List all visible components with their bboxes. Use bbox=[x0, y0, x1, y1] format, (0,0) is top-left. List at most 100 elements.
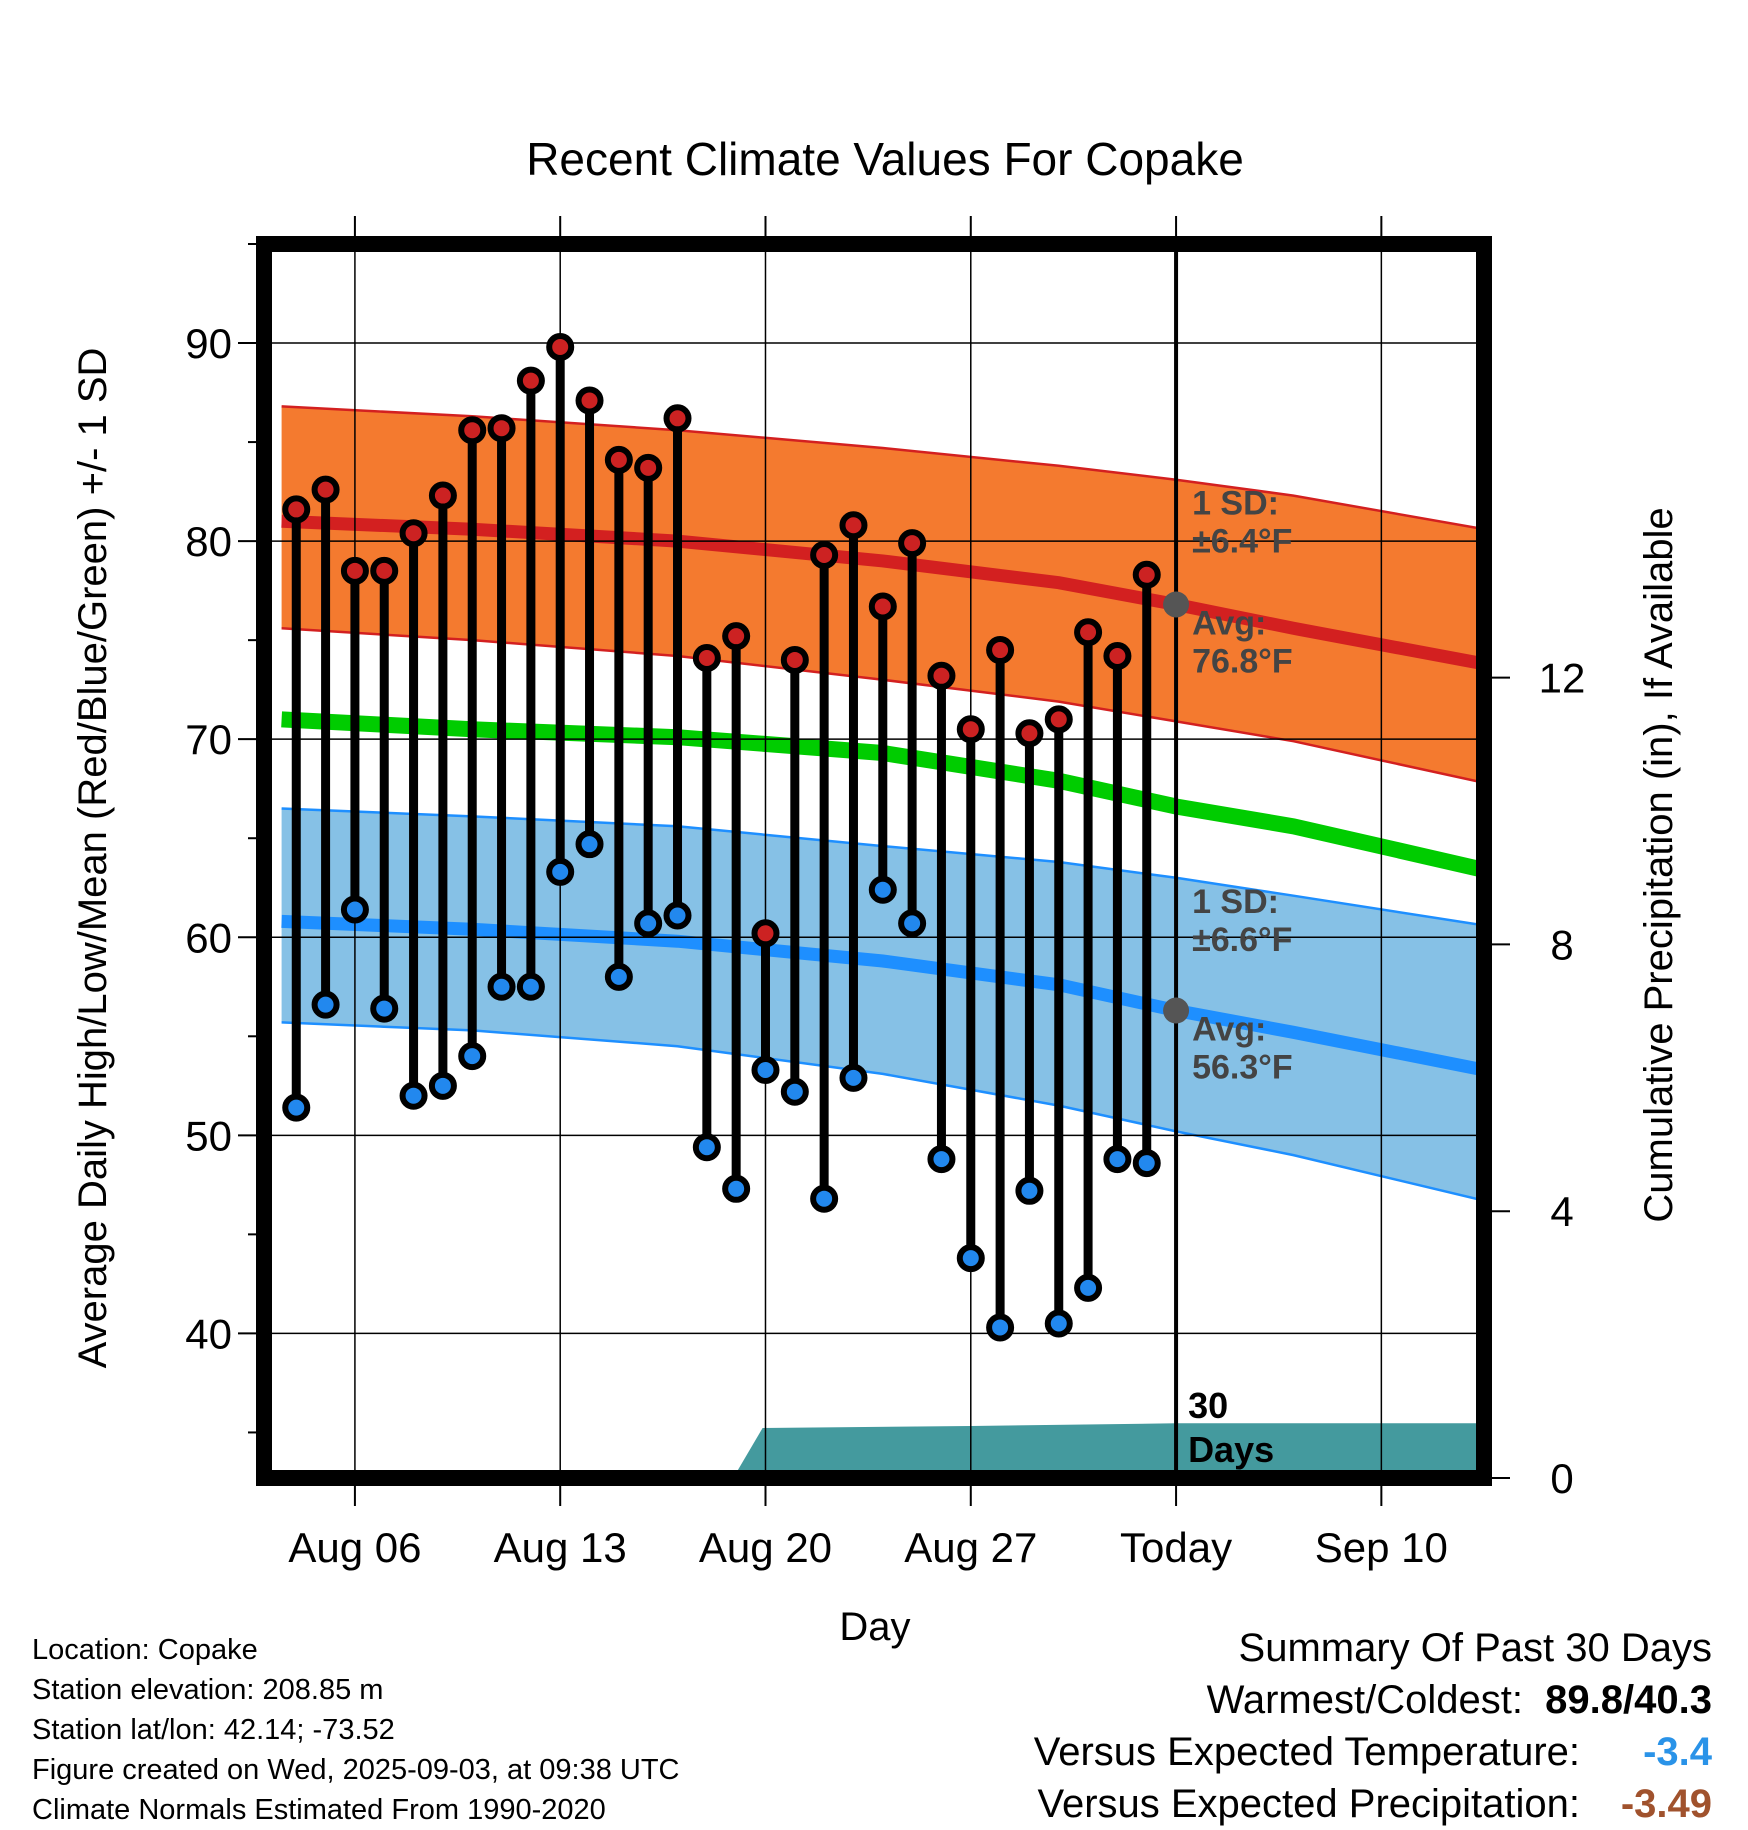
high-temp-point bbox=[634, 453, 663, 482]
low-sd-annotation: 1 SD: ±6.6°F bbox=[1192, 883, 1292, 959]
high-temp-point bbox=[282, 495, 311, 524]
y-tick-label: 50 bbox=[185, 1112, 232, 1159]
high-temp-point bbox=[340, 556, 369, 585]
normals-text: Climate Normals Estimated From 1990-2020 bbox=[32, 1794, 606, 1826]
high-temp-point bbox=[810, 540, 839, 569]
high-temp-point bbox=[956, 715, 985, 744]
low-temp-point bbox=[663, 901, 692, 930]
low-temp-point bbox=[956, 1244, 985, 1273]
low-temp-point bbox=[458, 1042, 487, 1071]
high-temp-point bbox=[604, 445, 633, 474]
axes: Aug 06 Aug 13 Aug 20 Aug 27 Today Sep 1040506… bbox=[185, 216, 1585, 1571]
summary-panel: Summary Of Past 30 Days Warmest/Coldest:… bbox=[1034, 1622, 1712, 1830]
low-temp-point bbox=[370, 994, 399, 1023]
high-temp-point bbox=[927, 661, 956, 690]
low-temp-point bbox=[516, 972, 545, 1001]
low-temp-point bbox=[1044, 1309, 1073, 1338]
low-temp-point bbox=[575, 830, 604, 859]
y2-tick-label: 8 bbox=[1550, 921, 1573, 968]
low-temp-point bbox=[780, 1077, 809, 1106]
low-temp-point bbox=[282, 1093, 311, 1122]
low-sd-band bbox=[281, 808, 1484, 1201]
low-temp-point bbox=[722, 1174, 751, 1203]
high-temp-point bbox=[1132, 560, 1161, 589]
high-sd-annotation: 1 SD: ±6.4°F bbox=[1192, 485, 1292, 561]
y-axis-title: Average Daily High/Low/Mean (Red/Blue/Gr… bbox=[71, 348, 115, 1369]
low-temp-point bbox=[604, 962, 633, 991]
high-temp-point bbox=[898, 529, 927, 558]
low-temp-point bbox=[986, 1313, 1015, 1342]
created-text: Figure created on Wed, 2025-09-03, at 09… bbox=[32, 1754, 680, 1786]
precip-departure-row: Versus Expected Precipitation: -3.49 bbox=[1034, 1778, 1712, 1830]
warmest-coldest-value: 89.8/40.3 bbox=[1545, 1678, 1712, 1722]
x-axis-title: Day bbox=[839, 1605, 910, 1649]
low-temp-point bbox=[1132, 1149, 1161, 1178]
low-avg-annotation: Avg: 56.3°F bbox=[1192, 1011, 1293, 1087]
low-temp-point bbox=[927, 1145, 956, 1174]
today-days-label: 30 Days bbox=[1188, 1385, 1274, 1470]
high-temp-point bbox=[663, 404, 692, 433]
low-temp-point bbox=[546, 857, 575, 886]
high-temp-point bbox=[399, 519, 428, 548]
high-temp-point bbox=[311, 475, 340, 504]
precip-departure-value: -3.49 bbox=[1620, 1782, 1712, 1826]
station-info: Location: Copake Station elevation: 208.… bbox=[32, 1630, 680, 1830]
warmest-coldest-row: Warmest/Coldest: 89.8/40.3 bbox=[1034, 1674, 1712, 1726]
high-temp-point bbox=[986, 636, 1015, 665]
low-temp-point bbox=[428, 1071, 457, 1100]
y2-tick-label: 0 bbox=[1550, 1455, 1573, 1502]
y-tick-label: 90 bbox=[185, 320, 232, 367]
low-temp-point bbox=[1074, 1273, 1103, 1302]
low-temp-point bbox=[1103, 1145, 1132, 1174]
y-tick-label: 40 bbox=[185, 1310, 232, 1357]
latlon-text: Station lat/lon: 42.14; -73.52 bbox=[32, 1714, 395, 1746]
x-tick-label: Aug 20 bbox=[699, 1524, 832, 1571]
plot-clipped: 1 SD: ±6.4°F Avg: 76.8°F 1 SD: ±6.6°F Avg: 56.3… bbox=[264, 244, 1484, 1478]
low-temp-point bbox=[692, 1133, 721, 1162]
high-temp-point bbox=[780, 645, 809, 674]
temp-departure-label: Versus Expected Temperature: bbox=[1033, 1730, 1580, 1774]
x-tick-label: Sep 10 bbox=[1315, 1524, 1448, 1571]
high-temp-point bbox=[1103, 641, 1132, 670]
y2-axis-title: Cumulative Precipitation (in), If Availa… bbox=[1637, 507, 1681, 1222]
chart-title: Recent Climate Values For Copake bbox=[526, 133, 1244, 185]
high-temp-point bbox=[692, 643, 721, 672]
precip-area bbox=[281, 1423, 1484, 1478]
summary-heading: Summary Of Past 30 Days bbox=[1238, 1626, 1712, 1670]
location-text: Location: Copake bbox=[32, 1634, 258, 1666]
y2-tick-label: 4 bbox=[1550, 1188, 1573, 1235]
high-temp-point bbox=[516, 366, 545, 395]
high-temp-point bbox=[546, 332, 575, 361]
x-tick-label: Aug 06 bbox=[288, 1524, 421, 1571]
elevation-text: Station elevation: 208.85 m bbox=[32, 1674, 384, 1706]
warmest-coldest-label: Warmest/Coldest: bbox=[1206, 1678, 1523, 1722]
today-high-normal-marker bbox=[1163, 591, 1190, 618]
today-low-normal-marker bbox=[1163, 997, 1190, 1024]
low-temp-point bbox=[311, 990, 340, 1019]
high-temp-point bbox=[458, 416, 487, 445]
low-temp-point bbox=[340, 895, 369, 924]
high-avg-annotation: Avg: 76.8°F bbox=[1192, 604, 1293, 680]
y2-tick-label: 12 bbox=[1539, 655, 1586, 702]
high-temp-point bbox=[1044, 705, 1073, 734]
high-temp-point bbox=[751, 919, 780, 948]
high-temp-point bbox=[575, 386, 604, 415]
precip-departure-label: Versus Expected Precipitation: bbox=[1037, 1782, 1580, 1826]
low-temp-point bbox=[751, 1055, 780, 1084]
plot-frame bbox=[256, 236, 1492, 1486]
high-temp-point bbox=[868, 592, 897, 621]
low-temp-point bbox=[898, 909, 927, 938]
temp-departure-value: -3.4 bbox=[1643, 1730, 1712, 1774]
y-tick-label: 60 bbox=[185, 914, 232, 961]
x-tick-label: Aug 27 bbox=[904, 1524, 1037, 1571]
low-temp-point bbox=[634, 909, 663, 938]
low-temp-point bbox=[839, 1063, 868, 1092]
temp-departure-row: Versus Expected Temperature: -3.4 bbox=[1034, 1726, 1712, 1778]
high-temp-point bbox=[722, 622, 751, 651]
x-tick-label: Today bbox=[1120, 1524, 1232, 1571]
high-temp-point bbox=[1074, 618, 1103, 647]
y-tick-label: 70 bbox=[185, 716, 232, 763]
low-temp-point bbox=[868, 875, 897, 904]
low-temp-point bbox=[399, 1081, 428, 1110]
